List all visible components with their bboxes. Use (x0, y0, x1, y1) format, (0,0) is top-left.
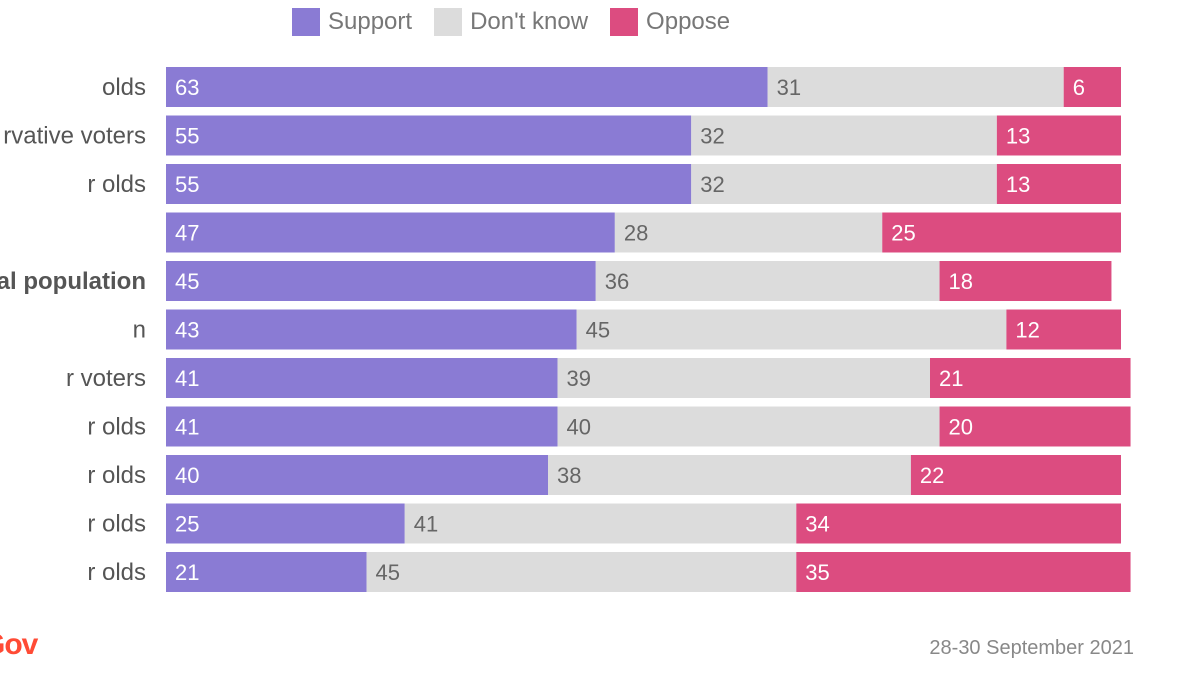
bar-value-label: 31 (777, 75, 801, 100)
legend-label-support: Support (328, 8, 413, 35)
bar-oppose (1063, 67, 1121, 107)
bar-support (166, 309, 577, 350)
bar-oppose (796, 552, 1131, 592)
category-label: olds (102, 74, 146, 101)
bar-oppose (930, 358, 1131, 398)
category-label: rvative voters (3, 123, 146, 150)
bar-value-label: 22 (920, 463, 944, 488)
bar-value-label: 47 (175, 221, 199, 246)
bar-value-label: 63 (175, 75, 199, 100)
bar-value-label: 36 (605, 269, 629, 294)
bar-support (166, 164, 692, 204)
bar-support (166, 455, 548, 495)
legend-item-dont-know: Don't know (434, 8, 588, 36)
bar-oppose (996, 164, 1121, 204)
bar-don-t-know (548, 455, 911, 495)
category-label: r olds (87, 171, 146, 198)
bar-value-label: 41 (175, 366, 199, 391)
category-label: n (133, 317, 146, 344)
bar-value-label: 18 (949, 269, 973, 294)
legend-item-oppose: Oppose (610, 8, 730, 36)
bar-oppose (996, 115, 1121, 156)
bar-value-label: 25 (175, 512, 199, 537)
bar-value-label: 28 (624, 221, 648, 246)
legend-swatch-dont-know (434, 8, 463, 36)
bar-value-label: 32 (700, 172, 724, 197)
bar-oppose (796, 503, 1121, 544)
bar-value-label: 39 (567, 366, 591, 391)
bar-don-t-know (404, 503, 797, 544)
bar-don-t-know (557, 358, 930, 398)
bar-value-label: 41 (414, 512, 438, 537)
bar-value-label: 55 (175, 124, 199, 149)
category-label: r olds (87, 559, 146, 586)
bar-value-label: 25 (891, 221, 915, 246)
bar-support (166, 67, 768, 107)
bar-support (166, 358, 558, 398)
bar-value-label: 45 (376, 560, 400, 585)
category-label: r olds (87, 462, 146, 489)
bar-oppose (910, 455, 1121, 495)
legend-label-dont-know: Don't know (470, 8, 589, 35)
date-note: 28-30 September 2021 (929, 637, 1134, 659)
bar-don-t-know (614, 212, 883, 253)
bar-value-label: 21 (175, 560, 199, 585)
bar-don-t-know (691, 164, 997, 204)
bar-value-label: 55 (175, 172, 199, 197)
bar-value-label: 45 (586, 318, 610, 343)
bar-don-t-know (595, 261, 940, 301)
bar-support (166, 503, 405, 544)
bar-support (166, 261, 596, 301)
bar-don-t-know (557, 406, 940, 447)
legend-label-oppose: Oppose (646, 8, 731, 35)
bar-support (166, 212, 615, 253)
bar-support (166, 115, 692, 156)
legend-swatch-support (292, 8, 320, 36)
bar-support (166, 406, 558, 447)
legend: Support Don't know Oppose (292, 8, 730, 36)
bar-don-t-know (366, 552, 797, 592)
bar-value-label: 21 (939, 366, 963, 391)
bar-value-label: 6 (1073, 75, 1085, 100)
category-label: r olds (87, 414, 146, 441)
bar-support (166, 552, 367, 592)
bar-value-label: 13 (1006, 124, 1030, 149)
yougov-logo: Gov (0, 628, 38, 661)
bar-value-label: 35 (805, 560, 829, 585)
category-label: r olds (87, 511, 146, 538)
bar-value-label: 40 (175, 463, 199, 488)
bar-value-label: 38 (557, 463, 581, 488)
bar-oppose (882, 212, 1121, 253)
bar-value-label: 40 (567, 415, 591, 440)
bar-oppose (939, 406, 1131, 447)
bar-don-t-know (691, 115, 997, 156)
bar-value-label: 32 (700, 124, 724, 149)
bar-oppose (1006, 309, 1121, 350)
bar-value-label: 41 (175, 415, 199, 440)
bar-don-t-know (767, 67, 1064, 107)
bar-value-label: 20 (949, 415, 973, 440)
bar-value-label: 43 (175, 318, 199, 343)
bar-value-label: 45 (175, 269, 199, 294)
bar-value-label: 13 (1006, 172, 1030, 197)
bar-value-label: 12 (1015, 318, 1039, 343)
legend-item-support: Support (292, 8, 412, 36)
bar-don-t-know (576, 309, 1007, 350)
legend-swatch-oppose (610, 8, 639, 36)
category-label: al population (0, 268, 146, 295)
category-label: r voters (66, 365, 146, 392)
bar-oppose (939, 261, 1112, 301)
bar-value-label: 34 (805, 512, 829, 537)
